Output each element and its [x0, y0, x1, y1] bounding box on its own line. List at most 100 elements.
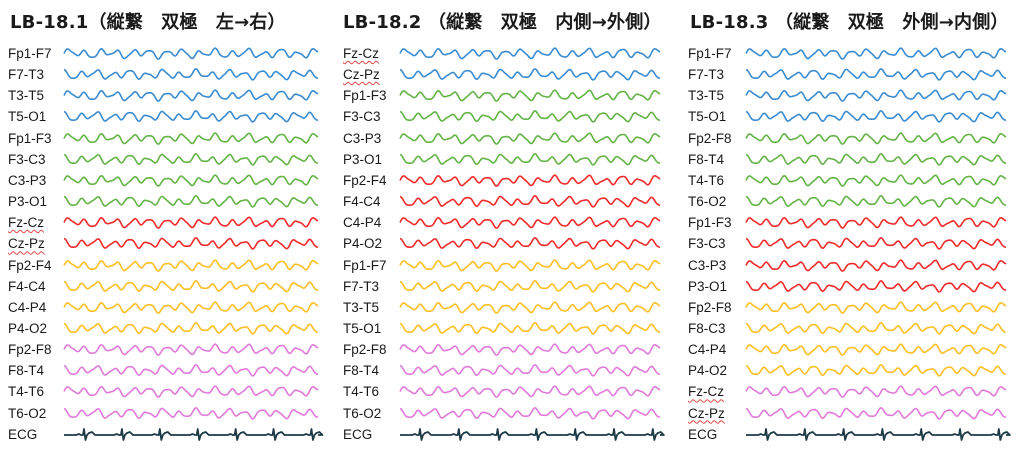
eeg-waveform	[745, 47, 1007, 60]
channel-row: P4-O2	[343, 233, 668, 254]
lead-label: C3-P3	[343, 130, 382, 146]
lead-label: F3-C3	[343, 109, 381, 125]
eeg-waveform	[63, 131, 319, 145]
ecg-trace	[400, 427, 665, 441]
channel-row: P3-O1	[8, 191, 328, 212]
lead-label: F8-T4	[8, 363, 45, 379]
channel-row: F7-T3	[343, 276, 668, 297]
channel-row: T3-T5	[688, 85, 1018, 106]
channel-row: F4-C4	[8, 276, 328, 297]
eeg-waveform	[63, 47, 319, 60]
lead-label: F8-C3	[688, 320, 726, 336]
eeg-waveform	[63, 406, 319, 420]
montage-panel-lb-18-1: LB-18.1（縦繋 双極 左→右） Fp1-F7 F7-T3 T3-T5 T5-O1…	[8, 0, 328, 464]
lead-label: T6-O2	[343, 405, 382, 421]
lead-label: C4-P4	[688, 342, 727, 358]
lead-label: F4-C4	[8, 278, 46, 294]
channel-row: Cz-Pz	[8, 233, 328, 254]
eeg-waveform	[63, 110, 319, 124]
lead-label: C3-P3	[688, 257, 727, 273]
channel-row: F3-C3	[688, 233, 1018, 254]
lead-label: Fp1-F7	[688, 46, 732, 61]
lead-label: Fp2-F8	[8, 342, 52, 358]
lead-label: C4-P4	[343, 215, 382, 231]
lead-label: Fp2-F8	[688, 299, 732, 315]
eeg-waveform	[399, 216, 661, 229]
channel-row: T4-T6	[8, 381, 328, 402]
eeg-waveform	[63, 258, 319, 272]
channel-row-ecg: ECG	[343, 424, 668, 445]
panel-title: LB-18.3 （縦繋 双極 外側→内側）	[690, 12, 1009, 33]
eeg-waveform	[745, 68, 1007, 81]
channel-row: T4-T6	[343, 381, 668, 402]
eeg-waveform	[63, 195, 319, 208]
channel-row: F8-T4	[8, 360, 328, 381]
eeg-waveform	[399, 47, 661, 60]
channel-row: F7-T3	[8, 64, 328, 85]
channel-row: Fp2-F8	[688, 297, 1018, 318]
lead-label: ECG	[343, 426, 373, 442]
eeg-waveform	[63, 216, 319, 229]
lead-label: P4-O2	[343, 236, 383, 252]
channel-row: Fp1-F3	[343, 85, 668, 106]
eeg-waveform	[399, 174, 661, 187]
channel-row: T5-O1	[688, 106, 1018, 127]
eeg-waveform	[745, 216, 1007, 229]
lead-label: T3-T5	[8, 88, 45, 104]
lead-label: Fp2-F8	[688, 130, 732, 146]
channel-row-ecg: ECG	[8, 424, 328, 445]
channel-row: T6-O2	[343, 403, 668, 424]
channel-row: T3-T5	[8, 85, 328, 106]
lead-label: ECG	[8, 426, 38, 442]
lead-label: T4-T6	[8, 384, 45, 400]
channel-row: C3-P3	[8, 170, 328, 191]
eeg-waveform	[745, 301, 1007, 314]
lead-label: Cz-Pz	[688, 405, 725, 421]
eeg-waveform	[399, 364, 661, 377]
lead-label: P3-O1	[343, 151, 383, 167]
lead-label: Fz-Cz	[8, 215, 44, 231]
eeg-waveform	[63, 89, 319, 103]
channel-row: P4-O2	[8, 318, 328, 339]
lead-label: ECG	[688, 426, 718, 442]
channel-row: Fz-Cz	[8, 212, 328, 233]
lead-label: F8-T4	[343, 363, 380, 379]
eeg-waveform	[399, 68, 661, 81]
channel-row: C3-P3	[688, 255, 1018, 276]
lead-label: T6-O2	[688, 194, 727, 210]
channel-row: T6-O2	[8, 403, 328, 424]
eeg-waveform	[399, 131, 661, 145]
eeg-waveform	[745, 258, 1007, 272]
channel-row: Fp1-F7	[343, 255, 668, 276]
eeg-waveform	[399, 343, 661, 356]
eeg-waveform	[63, 237, 319, 251]
lead-label: Fp1-F7	[8, 46, 52, 61]
lead-label: Fp1-F3	[688, 215, 732, 231]
channel-row: C3-P3	[343, 128, 668, 149]
lead-label: F7-T3	[343, 278, 380, 294]
eeg-waveform	[399, 301, 661, 314]
eeg-waveform	[63, 174, 319, 187]
channel-row: Fp2-F8	[343, 339, 668, 360]
eeg-waveform	[399, 195, 661, 208]
lead-label: T5-O1	[8, 109, 47, 125]
ecg-trace	[64, 427, 324, 441]
channel-row: P3-O1	[343, 149, 668, 170]
lead-label: T4-T6	[688, 172, 725, 188]
channel-row: T5-O1	[8, 106, 328, 127]
eeg-waveform	[63, 152, 319, 166]
eeg-waveform	[399, 279, 661, 293]
channel-row: C4-P4	[688, 339, 1018, 360]
lead-label: F3-C3	[8, 151, 46, 167]
eeg-waveform	[745, 279, 1007, 293]
lead-label: Fp2-F8	[343, 342, 387, 358]
lead-label: Cz-Pz	[343, 67, 380, 83]
channel-row: F3-C3	[8, 149, 328, 170]
lead-label: F8-T4	[688, 151, 725, 167]
eeg-waveform	[63, 364, 319, 377]
lead-label: Fp1-F3	[343, 88, 387, 104]
channel-row: Fz-Cz	[688, 381, 1018, 402]
lead-label: Fp1-F3	[8, 130, 52, 146]
channel-row: F7-T3	[688, 64, 1018, 85]
channel-row: T4-T6	[688, 170, 1018, 191]
